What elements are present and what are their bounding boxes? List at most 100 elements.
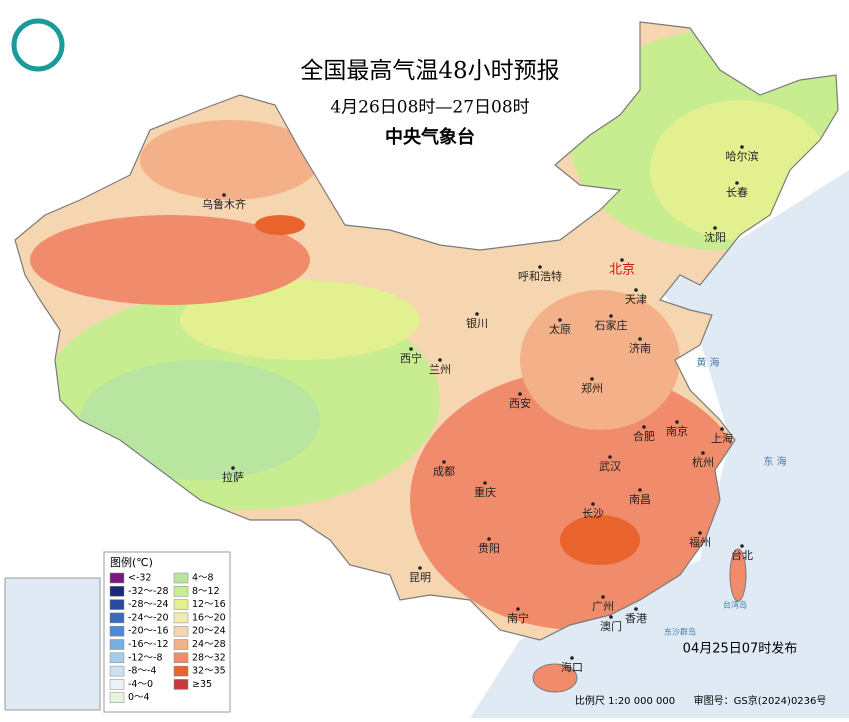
logo [11, 18, 65, 72]
city-label: 郑州 [581, 381, 603, 395]
city-dot [518, 392, 522, 396]
legend-swatch [109, 572, 125, 584]
city-label: 呼和浩特 [518, 269, 562, 283]
legend-title: 图例(℃) [110, 555, 153, 569]
taiwan [729, 548, 747, 602]
city-dot [442, 460, 446, 464]
city-label: 乌鲁木齐 [202, 197, 246, 211]
city-label: 长春 [726, 186, 748, 199]
city-label: 成都 [433, 465, 455, 478]
city-dot [608, 455, 612, 459]
city-label: 台北 [731, 548, 753, 562]
city-label: 贵阳 [478, 542, 500, 555]
city-dot [558, 318, 562, 322]
legend-label: -12～-8 [128, 652, 163, 663]
city-label: 合肥 [633, 429, 655, 443]
legend-swatch [109, 665, 125, 677]
legend-label: 28～32 [192, 652, 226, 663]
city-label: 广州 [592, 600, 614, 613]
legend-label: 12～16 [192, 599, 226, 610]
city-dot [713, 226, 717, 230]
sea [470, 170, 849, 718]
city-dot [222, 193, 226, 197]
city-label: 石家庄 [595, 318, 628, 332]
city-dot [438, 358, 442, 362]
city-label: 南京 [666, 424, 688, 438]
legend-label: 20～24 [192, 626, 226, 637]
city-dot [740, 145, 744, 149]
sea-label: 台湾岛 [723, 600, 747, 610]
city-label: 南昌 [629, 493, 651, 506]
legend-label: -28～-24 [128, 599, 169, 610]
legend-swatch [109, 692, 125, 703]
legend-swatch [109, 639, 125, 650]
agency: 中央气象台 [385, 126, 475, 148]
subtitle: 4月26日08时—27日08时 [330, 98, 529, 118]
city-dot [698, 531, 702, 535]
city-dot [638, 337, 642, 341]
city-dot [601, 595, 605, 599]
city-label: 哈尔滨 [726, 149, 759, 163]
city-dot [475, 312, 479, 316]
city-label: 上海 [711, 431, 733, 445]
legend-label: 16～20 [192, 612, 226, 623]
hainan [532, 663, 578, 693]
legend-swatch [109, 679, 125, 690]
city-label: 拉萨 [222, 470, 244, 484]
legend-label: -24～-20 [128, 612, 169, 623]
legend-swatch [173, 599, 189, 610]
legend-swatch [173, 665, 189, 677]
city-dot [620, 258, 624, 262]
city-dot [609, 615, 613, 619]
legend-label: -20～-16 [128, 626, 169, 637]
legend-swatch [109, 612, 125, 624]
legend-label: 4～8 [192, 573, 214, 584]
title: 全国最高气温48小时预报 [300, 58, 559, 84]
legend-swatch [173, 639, 189, 650]
city-label: 南宁 [507, 611, 529, 625]
legend-label: 32～35 [192, 666, 226, 677]
city-label: 济南 [629, 341, 651, 355]
city-label: 沈阳 [704, 230, 726, 244]
legend-swatch [173, 652, 189, 664]
legend-box [103, 551, 231, 713]
legend-label: -32～-28 [128, 586, 169, 597]
legend-swatch [173, 572, 189, 584]
sea-label: 黄 海 [696, 356, 719, 369]
city-dot [516, 607, 520, 611]
city-label: 天津 [625, 293, 647, 306]
city-label: 海口 [561, 660, 583, 674]
city-label: 兰州 [429, 363, 451, 376]
scale: 比例尺 1:20 000 000 [575, 694, 675, 707]
legend-swatch [173, 625, 189, 637]
legend-label: ≥35 [192, 679, 212, 690]
approval: 审图号：GS京(2024)0236号 [694, 694, 827, 707]
city-dot [231, 466, 235, 470]
city-dot [675, 420, 679, 424]
city-dot [591, 502, 595, 506]
city-dot [483, 481, 487, 485]
city-dot [634, 607, 638, 611]
city-dot [720, 427, 724, 431]
city-label: 香港 [625, 612, 647, 625]
city-dot [642, 425, 646, 429]
legend-label: -4～0 [128, 679, 153, 690]
city-label: 太原 [549, 323, 571, 336]
city-dot [735, 181, 739, 185]
city-label: 重庆 [474, 485, 496, 499]
city-label: 杭州 [692, 455, 714, 469]
city-dot [638, 488, 642, 492]
city-label: 昆明 [409, 571, 431, 584]
city-dot [609, 314, 613, 318]
legend-swatch [173, 612, 189, 624]
legend-swatch [109, 599, 125, 610]
legend-label: 24～28 [192, 639, 226, 650]
city-dot [487, 537, 491, 541]
legend-swatch [109, 652, 125, 664]
city-dot [634, 288, 638, 292]
sea-label: 东 海 [763, 455, 786, 468]
city-dot [701, 451, 705, 455]
city-dot [538, 265, 542, 269]
legend-label: -8～-4 [128, 666, 156, 677]
